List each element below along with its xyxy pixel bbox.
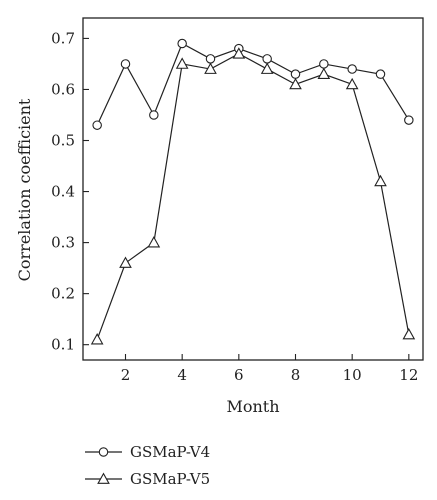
data-point-series-2 xyxy=(317,67,331,80)
y-tick-label: 0.2 xyxy=(51,285,75,303)
data-point-series-2 xyxy=(204,62,217,74)
data-point-series-1 xyxy=(205,54,216,64)
legend-label-2: GSMaP-V5 xyxy=(130,470,210,488)
data-point-series-1 xyxy=(290,69,301,79)
data-point-series-2 xyxy=(402,327,416,340)
data-point-series-1 xyxy=(149,110,159,120)
data-point-series-1 xyxy=(120,59,131,69)
series-layer xyxy=(90,38,416,345)
data-point-series-2 xyxy=(147,236,161,248)
x-axis-ticks: 2 4 6 8 10 12 xyxy=(121,354,418,384)
legend-marker-2 xyxy=(97,472,110,484)
x-tick-label: 6 xyxy=(234,366,244,384)
y-tick-label: 0.1 xyxy=(51,336,75,354)
data-point-series-2 xyxy=(232,47,246,59)
x-tick-label: 10 xyxy=(343,366,362,384)
x-axis-label: Month xyxy=(226,397,279,416)
legend: GSMaP-V4 GSMaP-V5 xyxy=(85,443,210,488)
x-tick-label: 2 xyxy=(121,366,131,384)
data-point-series-2 xyxy=(119,256,132,268)
y-axis-ticks: 0.1 0.2 0.3 0.4 0.5 0.6 0.7 xyxy=(51,29,89,354)
data-point-series-2 xyxy=(175,57,189,69)
legend-marker-1 xyxy=(98,447,109,457)
x-tick-label: 12 xyxy=(399,366,418,384)
plot-frame xyxy=(82,17,424,361)
series-line-1 xyxy=(96,42,410,126)
y-tick-label: 0.6 xyxy=(51,80,75,98)
data-point-series-1 xyxy=(319,59,329,69)
data-point-series-1 xyxy=(262,54,272,64)
data-point-series-1 xyxy=(347,64,357,74)
y-tick-label: 0.5 xyxy=(51,132,75,150)
x-tick-label: 8 xyxy=(291,366,301,384)
y-tick-label: 0.4 xyxy=(51,183,75,201)
data-point-series-2 xyxy=(345,77,359,90)
legend-label-1: GSMaP-V4 xyxy=(130,443,210,461)
data-point-series-2 xyxy=(260,62,274,74)
data-point-series-2 xyxy=(289,77,302,90)
y-axis-label: Correlation coefficient xyxy=(15,98,34,281)
data-point-series-1 xyxy=(92,120,102,130)
y-tick-label: 0.7 xyxy=(51,29,75,47)
y-tick-label: 0.3 xyxy=(51,234,75,252)
data-point-series-1 xyxy=(404,115,414,125)
data-point-series-1 xyxy=(177,38,187,49)
data-point-series-1 xyxy=(375,69,386,79)
data-point-series-2 xyxy=(90,333,104,345)
data-point-series-2 xyxy=(374,174,387,187)
x-tick-label: 4 xyxy=(177,366,187,384)
